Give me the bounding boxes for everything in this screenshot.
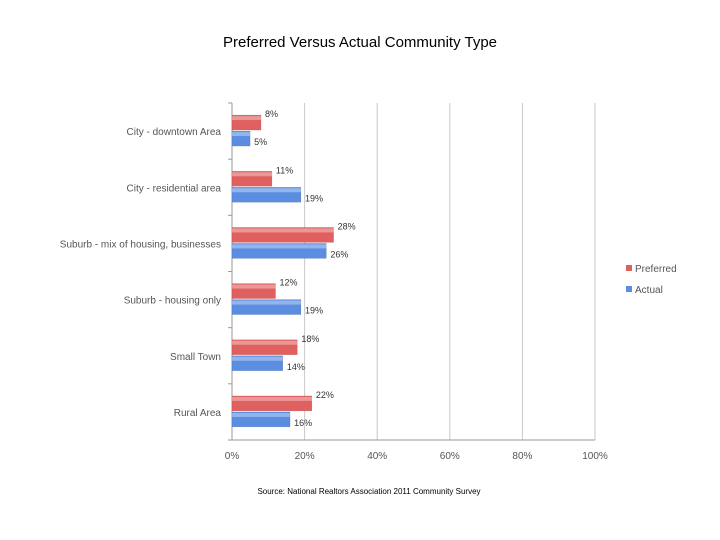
legend-swatch-preferred [626,265,632,271]
bar-actual [231,355,284,371]
category-label: Small Town [170,352,221,363]
legend-label: Preferred [635,264,677,275]
bar-highlight [232,284,276,289]
bar-highlight [232,356,283,361]
bar-preferred [231,283,276,299]
data-label: 26% [330,249,348,259]
bars: 8% 5% 11% 19% 28% 26% 12% 19% 18% 14% 22% 16% [231,109,356,428]
x-tick-label: 0% [225,451,240,462]
data-label: 12% [280,278,298,288]
category-labels: City - downtown Area City - residential a… [60,127,222,419]
bar-highlight [232,412,291,417]
bar-preferred [231,339,298,355]
bar-highlight [232,228,334,233]
x-tick-label: 20% [295,451,315,462]
x-tick-label: 40% [367,451,387,462]
x-tick-label: 100% [582,451,608,462]
bar-actual [231,411,291,428]
chart-title: Preferred Versus Actual Community Type [222,34,497,51]
data-label: 5% [254,137,267,147]
data-label: 19% [305,306,323,316]
x-tick-labels: 0% 20% 40% 60% 80% 100% [225,451,608,462]
bar-highlight [232,396,312,401]
bar-highlight [232,244,327,249]
x-tick-label: 60% [440,451,460,462]
bar-highlight [232,116,262,121]
bar-preferred [231,227,334,243]
legend-swatch-actual [626,286,632,292]
data-label: 8% [265,109,278,119]
data-label: 22% [316,390,334,400]
gridlines [228,102,596,441]
bar-highlight [232,188,301,193]
bar-preferred [231,114,262,131]
category-label: Suburb - housing only [124,296,221,307]
x-tick-label: 80% [512,451,532,462]
category-label: City - residential area [127,183,222,194]
bar-highlight [232,172,272,177]
legend-label: Actual [635,285,663,296]
data-label: 16% [294,418,312,428]
data-label: 14% [287,362,305,372]
bar-preferred [231,171,273,187]
data-label: 28% [338,221,356,231]
data-label: 18% [301,334,319,344]
bar-preferred [231,395,313,412]
legend: Preferred Actual [626,264,677,296]
category-label: Rural Area [174,408,222,419]
category-label: Suburb - mix of housing, businesses [60,239,221,250]
bar-highlight [232,132,251,137]
source-note: Source: National Realtors Association 20… [257,487,481,496]
bar-actual [231,130,251,147]
bar-highlight [232,300,301,305]
category-label: City - downtown Area [127,127,222,138]
bar-highlight [232,340,298,345]
data-label: 11% [276,165,293,175]
bar-actual [231,299,302,315]
bar-actual [231,187,302,203]
data-label: 19% [305,193,323,203]
bar-actual [231,243,327,259]
